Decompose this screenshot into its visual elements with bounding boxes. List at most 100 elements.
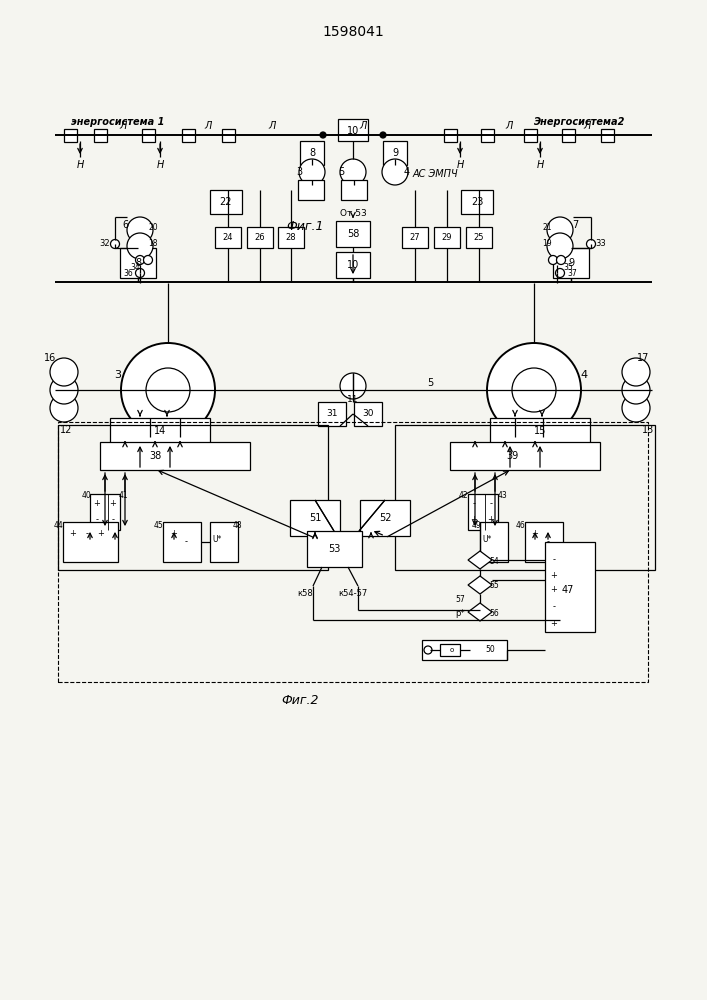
Bar: [336, 221, 370, 247]
Text: 8: 8: [309, 148, 315, 158]
Text: 4: 4: [404, 167, 410, 177]
Circle shape: [556, 255, 566, 264]
Text: Л: Л: [359, 121, 367, 131]
Circle shape: [299, 159, 325, 185]
Text: 4: 4: [580, 370, 588, 380]
Polygon shape: [468, 551, 492, 569]
Circle shape: [547, 217, 573, 243]
Text: 24: 24: [223, 233, 233, 242]
Text: 53: 53: [328, 544, 340, 554]
Circle shape: [340, 159, 366, 185]
Text: -: -: [112, 516, 115, 524]
Text: к58: к58: [297, 588, 313, 597]
Text: 41: 41: [118, 491, 128, 500]
Text: Л: Л: [506, 121, 513, 131]
Text: 29: 29: [442, 233, 452, 242]
Bar: [336, 252, 370, 278]
Circle shape: [50, 358, 78, 386]
Text: энергосистема 1: энергосистема 1: [71, 117, 165, 127]
Bar: [247, 227, 273, 248]
Text: Фиг.2: Фиг.2: [281, 694, 319, 706]
Text: Н: Н: [537, 160, 544, 170]
Circle shape: [136, 268, 144, 277]
Text: Н: Н: [456, 160, 464, 170]
Bar: [545, 542, 595, 632]
Bar: [210, 190, 242, 214]
Text: Фиг.1: Фиг.1: [286, 221, 324, 233]
Text: 45: 45: [154, 520, 164, 530]
Bar: [461, 190, 493, 214]
Text: -: -: [547, 538, 549, 546]
Text: 22: 22: [220, 197, 233, 207]
Text: 3: 3: [296, 167, 302, 177]
Text: 18: 18: [148, 239, 158, 248]
Bar: [93, 128, 107, 141]
Bar: [338, 119, 368, 141]
Text: 3: 3: [115, 370, 122, 380]
Text: Н: Н: [156, 160, 164, 170]
Circle shape: [622, 358, 650, 386]
Text: От 53: От 53: [339, 210, 366, 219]
Bar: [600, 128, 614, 141]
Text: 42: 42: [458, 491, 468, 500]
Circle shape: [320, 132, 326, 138]
Text: -: -: [86, 530, 88, 538]
Text: 21: 21: [542, 224, 551, 232]
Circle shape: [622, 376, 650, 404]
Polygon shape: [468, 603, 492, 621]
Bar: [221, 128, 235, 141]
Circle shape: [127, 233, 153, 259]
Text: +: +: [471, 516, 477, 524]
Text: 39: 39: [506, 451, 518, 461]
Text: 9: 9: [392, 148, 398, 158]
Text: 5: 5: [427, 378, 433, 388]
Text: Л: Л: [583, 121, 590, 131]
Text: 15: 15: [534, 426, 547, 436]
Text: 46: 46: [516, 520, 526, 530]
Circle shape: [549, 255, 558, 264]
Text: 16: 16: [44, 353, 56, 363]
Text: Л: Л: [269, 121, 276, 131]
Circle shape: [121, 343, 215, 437]
Text: 20: 20: [148, 224, 158, 232]
Text: 57: 57: [455, 595, 465, 604]
Text: 17: 17: [637, 353, 649, 363]
Text: +: +: [170, 530, 177, 538]
Text: 13: 13: [642, 425, 654, 435]
Text: Л: Л: [119, 121, 127, 131]
Bar: [434, 227, 460, 248]
Circle shape: [136, 255, 144, 264]
Text: -: -: [552, 602, 556, 611]
Bar: [63, 522, 118, 562]
Bar: [561, 128, 575, 141]
Text: 30: 30: [362, 410, 374, 418]
Text: +: +: [551, 619, 557, 629]
Bar: [354, 402, 382, 426]
Bar: [120, 248, 156, 278]
Text: -: -: [472, 499, 476, 508]
Text: 33: 33: [595, 239, 607, 248]
Bar: [525, 522, 563, 562]
Text: +: +: [551, 570, 557, 580]
Text: 8: 8: [135, 258, 141, 268]
Text: 44: 44: [54, 520, 64, 530]
Text: 32: 32: [100, 239, 110, 248]
Bar: [90, 494, 120, 530]
Circle shape: [127, 217, 153, 243]
Text: 50: 50: [485, 646, 495, 654]
Text: +: +: [110, 499, 117, 508]
Bar: [383, 141, 407, 165]
Text: 14: 14: [154, 426, 166, 436]
Circle shape: [380, 132, 386, 138]
Text: к54-57: к54-57: [339, 588, 368, 597]
Text: -: -: [552, 556, 556, 564]
Bar: [58, 422, 648, 682]
Bar: [64, 128, 76, 141]
Bar: [490, 418, 590, 444]
Text: 52: 52: [379, 513, 391, 523]
Text: 23: 23: [471, 197, 483, 207]
Polygon shape: [468, 576, 492, 594]
Text: +: +: [69, 530, 76, 538]
Text: 27: 27: [409, 233, 421, 242]
Text: о: о: [450, 647, 454, 653]
